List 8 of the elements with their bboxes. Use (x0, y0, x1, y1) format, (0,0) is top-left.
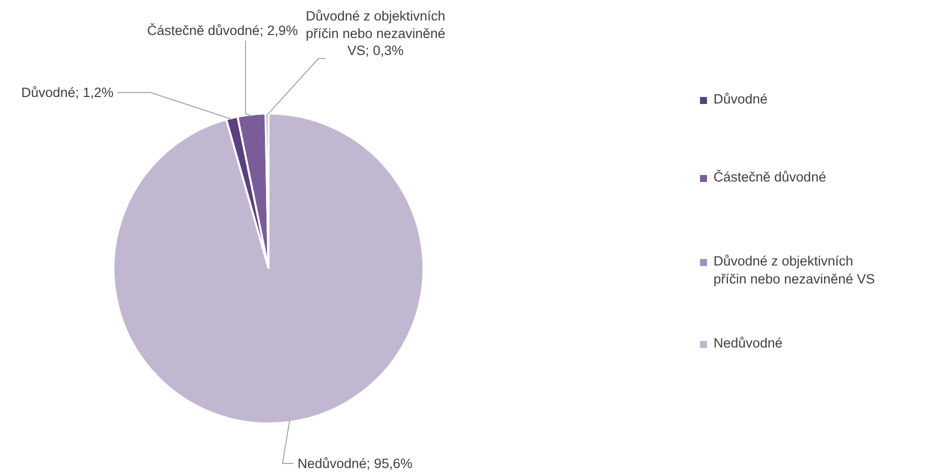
legend-label: Nedůvodné (714, 336, 783, 350)
legend-label: Důvodné z objektivních příčin nebo nezaviněné VS (714, 254, 875, 286)
legend-label: Částečně důvodné (714, 170, 826, 184)
data-label: Nedůvodné; 95,6% (298, 456, 412, 471)
data-label: Částečně důvodné; 2,9% (147, 23, 298, 38)
data-label: Důvodné z objektivních příčin nebo nezaviněné VS; 0,3% (306, 8, 446, 58)
data-label: Důvodné; 1,2% (21, 85, 114, 100)
legend-label: Důvodné (714, 92, 768, 106)
